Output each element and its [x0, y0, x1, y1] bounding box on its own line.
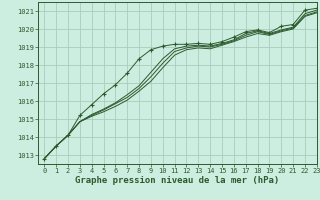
- X-axis label: Graphe pression niveau de la mer (hPa): Graphe pression niveau de la mer (hPa): [76, 176, 280, 185]
